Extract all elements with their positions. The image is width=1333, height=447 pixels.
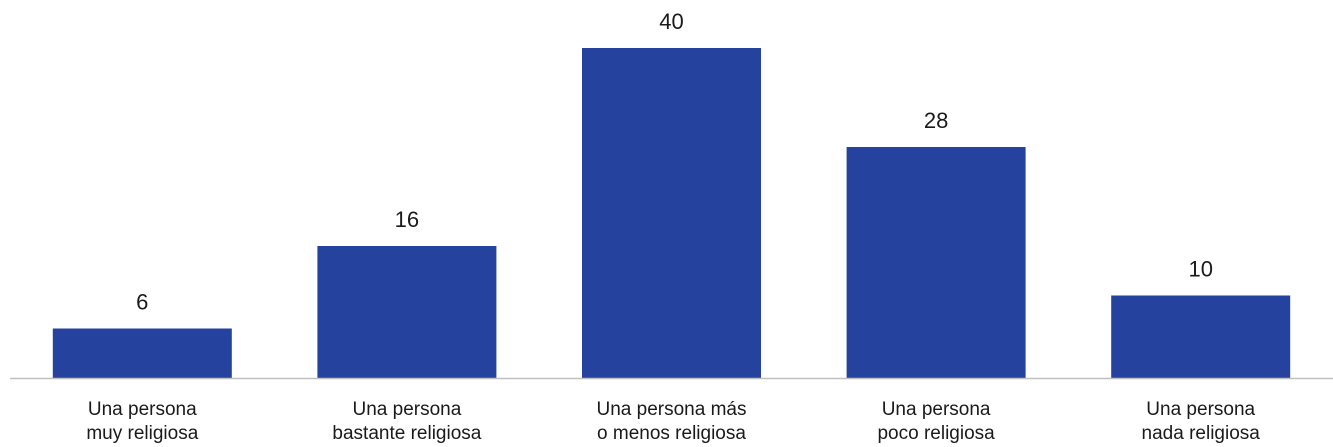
category-label-line: bastante religiosa [332,423,481,444]
category-label-line: Una persona más [597,399,747,420]
category-label-line: o menos religiosa [597,423,746,444]
category-label-1: Una persona muy religiosa [86,399,198,444]
category-label-line: Una persona [353,399,462,420]
category-label-line: poco religiosa [877,423,995,444]
category-label-line: Una persona [882,399,991,420]
category-label-line: Una persona [88,399,197,420]
category-labels-layer: Una persona muy religiosa Una persona basta… [86,399,1260,444]
value-label-4: 28 [924,108,948,133]
category-label-2: Una persona bastante religiosa [332,399,481,444]
bar-5 [1111,295,1291,378]
bar-2 [317,246,497,378]
bar-3 [582,48,761,378]
value-label-3: 40 [659,9,683,34]
category-label-line: Una persona [1146,399,1255,420]
value-labels-layer: 6 16 40 28 10 [136,9,1213,315]
value-label-2: 16 [395,207,419,232]
value-label-5: 10 [1188,257,1212,282]
category-label-3: Una persona más o menos religiosa [597,399,747,444]
category-label-5: Una persona nada religiosa [1142,399,1261,444]
bar-4 [846,147,1026,378]
value-label-1: 6 [136,290,148,315]
category-label-4: Una persona poco religiosa [877,399,995,444]
category-label-line: muy religiosa [86,423,198,444]
category-label-line: nada religiosa [1142,423,1261,444]
bars-layer [52,48,1291,378]
bar-1 [52,328,232,378]
